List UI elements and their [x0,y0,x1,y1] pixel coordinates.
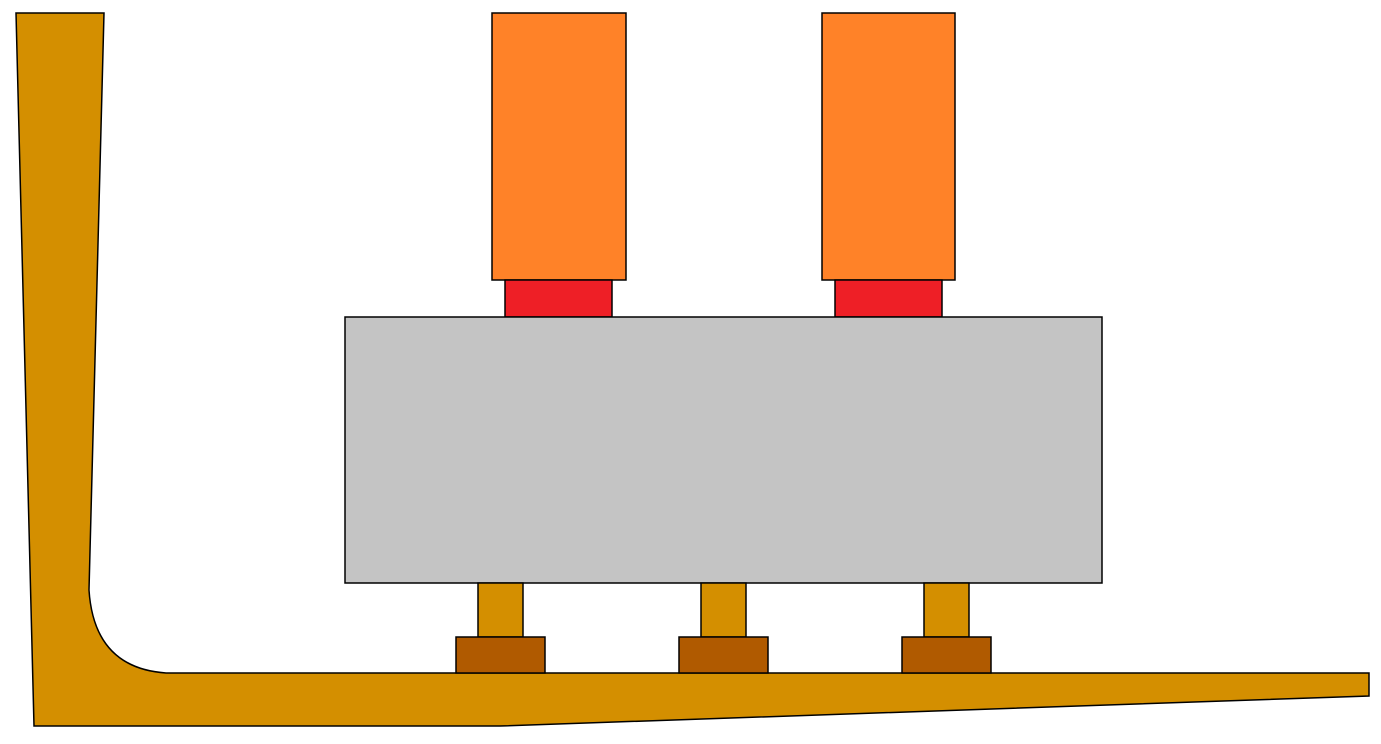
support-foot-middle [678,636,769,674]
support-post-right [923,582,970,638]
load-column-left [491,12,627,281]
load-column-right [821,12,956,281]
fork-l-shape [15,12,1370,727]
support-post-middle [700,582,747,638]
load-base-right [834,279,943,318]
load-base-left [504,279,613,318]
support-foot-left [455,636,546,674]
pallet-block [344,316,1103,584]
support-foot-right [901,636,992,674]
support-post-left [477,582,524,638]
